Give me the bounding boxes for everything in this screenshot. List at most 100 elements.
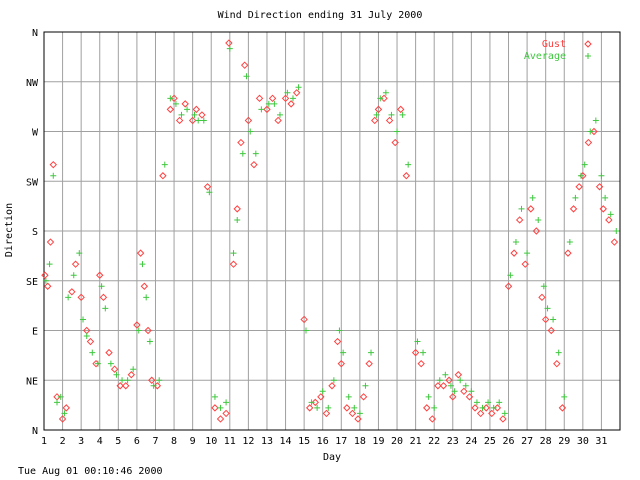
x-tick-label: 13 bbox=[261, 436, 273, 447]
legend-label-gust: Gust bbox=[542, 39, 566, 50]
gust-point bbox=[402, 172, 411, 180]
gust-point bbox=[482, 404, 490, 412]
gust-point bbox=[99, 293, 108, 302]
average-point bbox=[431, 404, 438, 411]
x-tick-label: 10 bbox=[205, 436, 217, 447]
gust-point bbox=[599, 205, 607, 213]
average-point bbox=[501, 410, 508, 417]
gust-point bbox=[211, 404, 219, 412]
average-point bbox=[524, 250, 531, 257]
y-tick-label: SE bbox=[26, 277, 38, 288]
x-tick-label: 19 bbox=[372, 436, 384, 447]
gust-point bbox=[553, 359, 561, 368]
generated-timestamp: Tue Aug 01 00:10:46 2000 bbox=[18, 466, 163, 477]
average-point bbox=[550, 316, 557, 323]
average-point bbox=[587, 128, 594, 135]
gust-point bbox=[255, 94, 264, 103]
average-point bbox=[442, 371, 449, 378]
x-tick-label: 5 bbox=[115, 436, 121, 447]
average-point bbox=[507, 272, 514, 279]
gust-point bbox=[423, 404, 431, 412]
average-point bbox=[302, 327, 309, 334]
gust-point bbox=[263, 105, 271, 114]
x-tick-label: 1 bbox=[41, 436, 47, 447]
gust-point bbox=[595, 183, 604, 191]
average-point bbox=[529, 194, 536, 201]
gust-point bbox=[371, 116, 379, 125]
gust-point bbox=[86, 337, 95, 346]
gust-point bbox=[374, 105, 383, 114]
average-point bbox=[276, 111, 283, 118]
average-point bbox=[258, 106, 265, 113]
x-tick-label: 25 bbox=[484, 436, 496, 447]
average-point bbox=[314, 404, 321, 411]
average-point bbox=[124, 377, 131, 384]
gust-point bbox=[41, 271, 49, 279]
average-point bbox=[512, 239, 519, 246]
average-point bbox=[206, 189, 213, 196]
gust-point bbox=[68, 288, 76, 296]
gust-point bbox=[175, 116, 184, 125]
gust-point bbox=[46, 238, 55, 246]
average-point bbox=[462, 382, 469, 389]
average-point bbox=[113, 371, 120, 378]
average-point bbox=[373, 111, 380, 118]
gust-point bbox=[411, 348, 420, 357]
gust-point bbox=[359, 393, 368, 401]
average-point bbox=[602, 194, 609, 201]
x-tick-label: 22 bbox=[428, 436, 440, 447]
average-point bbox=[46, 261, 53, 268]
gust-point bbox=[292, 89, 301, 97]
gust-point bbox=[222, 409, 230, 418]
chart-title: Wind Direction ending 31 July 2000 bbox=[217, 10, 423, 21]
average-point bbox=[65, 294, 72, 301]
average-point bbox=[356, 410, 363, 417]
average-point bbox=[223, 399, 230, 406]
average-point bbox=[252, 150, 259, 157]
gust-point bbox=[305, 404, 314, 412]
gust-point bbox=[49, 160, 57, 169]
average-point bbox=[243, 73, 250, 80]
average-point bbox=[592, 117, 599, 124]
average-point bbox=[161, 161, 168, 168]
y-tick-label: N bbox=[32, 28, 38, 39]
average-point bbox=[399, 111, 406, 118]
average-point bbox=[405, 161, 412, 168]
gust-point bbox=[605, 216, 613, 224]
average-point bbox=[382, 89, 389, 96]
gust-point bbox=[229, 260, 238, 268]
gust-point bbox=[44, 282, 52, 290]
y-tick-label: E bbox=[32, 327, 38, 338]
average-point bbox=[518, 205, 525, 212]
average-point bbox=[425, 393, 432, 400]
gust-point bbox=[541, 315, 550, 324]
gust-point bbox=[110, 365, 119, 373]
average-point bbox=[230, 250, 237, 257]
gust-point bbox=[460, 387, 468, 396]
gust-point bbox=[328, 382, 336, 390]
gust-point bbox=[166, 105, 175, 114]
gust-point bbox=[198, 111, 206, 119]
average-point bbox=[490, 404, 497, 411]
gust-point bbox=[116, 382, 124, 390]
x-tick-label: 24 bbox=[465, 436, 477, 447]
average-point bbox=[271, 100, 278, 107]
average-point bbox=[436, 377, 443, 384]
average-point bbox=[613, 228, 620, 234]
average-point bbox=[362, 382, 369, 389]
gust-point bbox=[311, 398, 319, 407]
average-point bbox=[555, 349, 562, 356]
average-point bbox=[351, 404, 358, 411]
gust-point bbox=[527, 205, 535, 213]
x-tick-label: 9 bbox=[190, 436, 196, 447]
x-tick-label: 26 bbox=[502, 436, 514, 447]
gust-point bbox=[233, 205, 241, 213]
average-point bbox=[330, 377, 337, 384]
average-point bbox=[184, 106, 191, 113]
gust-point bbox=[62, 404, 71, 412]
gust-point bbox=[348, 409, 357, 418]
x-tick-label: 15 bbox=[298, 436, 310, 447]
gust-point bbox=[287, 100, 295, 108]
average-point bbox=[451, 388, 458, 395]
legend-marker-gust bbox=[584, 40, 592, 48]
